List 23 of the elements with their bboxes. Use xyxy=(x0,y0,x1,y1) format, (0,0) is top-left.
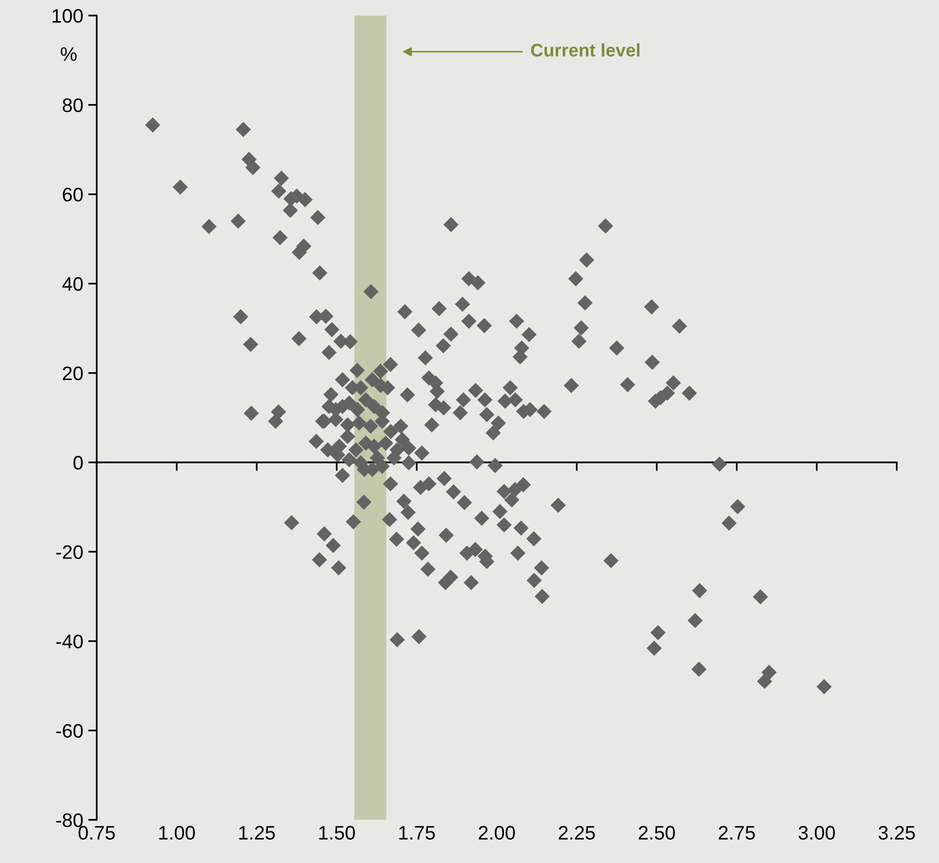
y-axis-title: % xyxy=(60,47,77,61)
y-tick-label: -60 xyxy=(56,724,83,738)
y-tick-label: -20 xyxy=(56,545,83,559)
x-tick-label: 0.75 xyxy=(78,826,115,840)
y-tick-label: 100 xyxy=(52,9,83,23)
x-tick-label: 3.00 xyxy=(798,826,835,840)
x-tick-label: 1.00 xyxy=(159,826,195,840)
x-tick-label: 1.25 xyxy=(239,826,275,840)
x-tick-label: 2.75 xyxy=(718,826,755,840)
x-tick-label: 2.50 xyxy=(638,826,675,840)
y-tick-label: 0 xyxy=(73,456,83,470)
annotation: Current level xyxy=(531,43,640,57)
y-tick-label: -80 xyxy=(56,813,83,828)
x-tick-label: 1.50 xyxy=(319,826,355,840)
x-tick-label: 1.75 xyxy=(399,826,435,840)
x-tick-label: 2.25 xyxy=(558,826,595,840)
y-tick-label: 80 xyxy=(62,98,83,112)
y-tick-label: 20 xyxy=(62,366,83,380)
y-tick-label: 60 xyxy=(62,188,83,202)
x-tick-label: 3.25 xyxy=(878,826,915,840)
x-tick-label: 2.00 xyxy=(478,826,515,840)
y-tick-label: 40 xyxy=(62,277,83,291)
y-tick-label: -40 xyxy=(56,634,83,648)
